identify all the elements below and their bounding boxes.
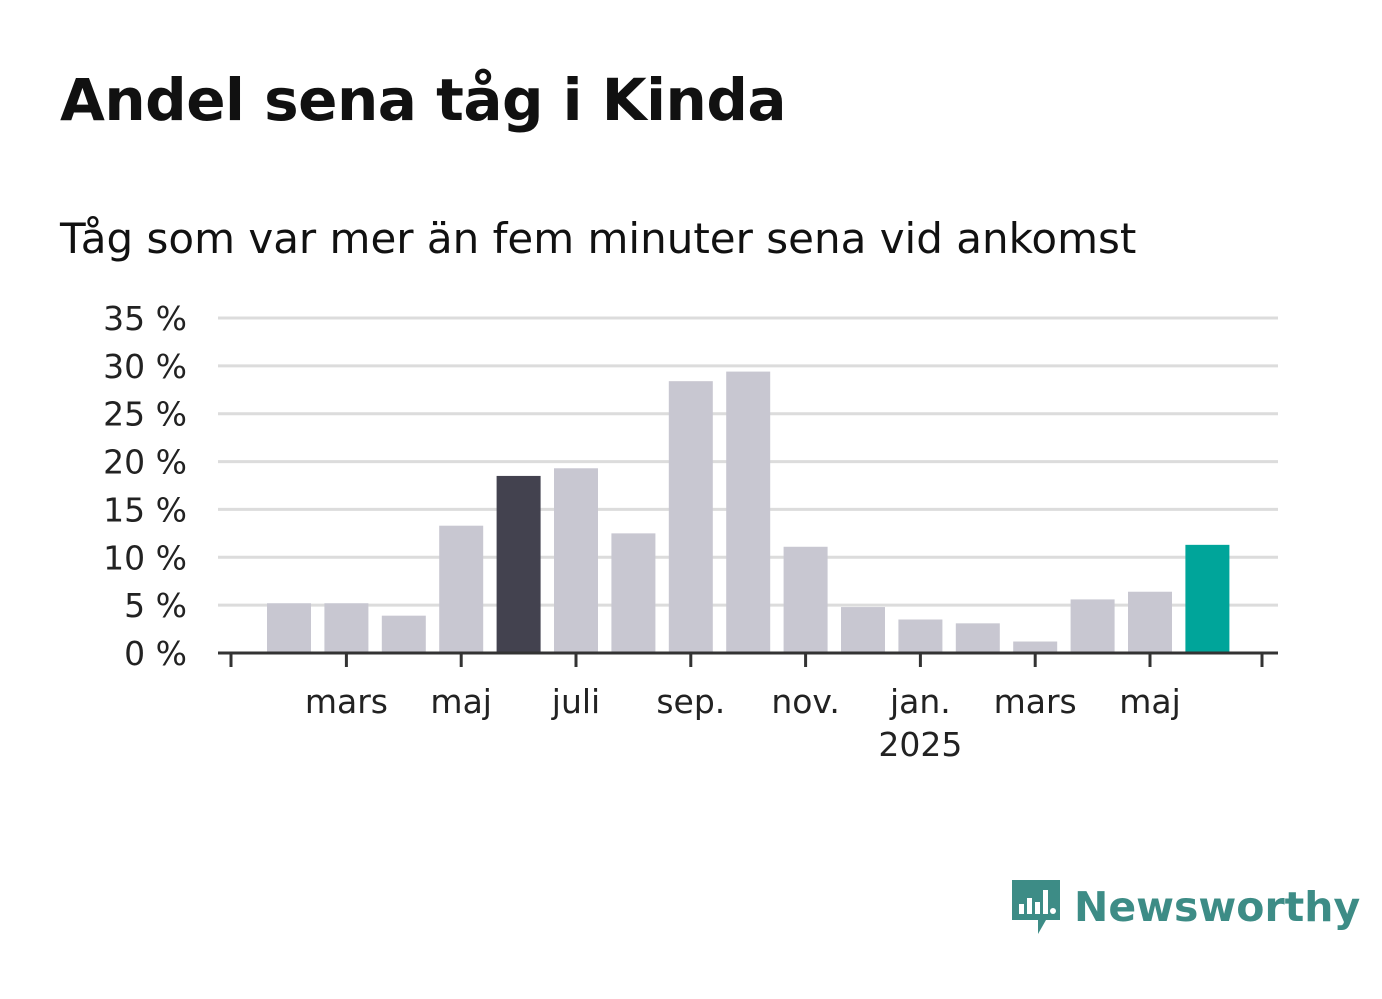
y-axis-ticks: 0 % 5 % 10 % 15 % 20 % 25 % 30 % 35 % bbox=[103, 299, 187, 673]
x-tick-label: mars bbox=[994, 682, 1077, 721]
bar bbox=[668, 381, 713, 653]
bar bbox=[324, 603, 369, 653]
x-axis bbox=[218, 651, 1278, 667]
bar bbox=[439, 525, 484, 653]
bar bbox=[1013, 641, 1058, 653]
newsworthy-logo: Newsworthy bbox=[1010, 876, 1360, 938]
x-tick-label: mars bbox=[305, 682, 388, 721]
x-tick-label: sep. bbox=[656, 682, 725, 721]
bar bbox=[611, 533, 656, 653]
y-tick-label: 35 % bbox=[103, 299, 187, 338]
bar bbox=[955, 623, 1000, 653]
x-tick-label: nov. bbox=[771, 682, 840, 721]
bar bbox=[841, 607, 885, 653]
bar bbox=[554, 468, 598, 653]
y-tick-label: 20 % bbox=[103, 443, 187, 482]
bar bbox=[1070, 599, 1115, 653]
x-tick-label: jan. bbox=[889, 682, 951, 721]
y-tick-label: 10 % bbox=[103, 538, 187, 577]
chart-title: Andel sena tåg i Kinda bbox=[60, 66, 787, 134]
bar bbox=[783, 546, 828, 653]
bar bbox=[267, 603, 311, 653]
bars bbox=[267, 371, 1230, 653]
y-tick-label: 25 % bbox=[103, 395, 187, 434]
bar bbox=[726, 371, 771, 653]
newsworthy-logo-text: Newsworthy bbox=[1074, 883, 1361, 931]
x-axis-ticks: mars maj juli sep. nov. jan. 2025 mars maj bbox=[305, 653, 1181, 764]
y-tick-label: 15 % bbox=[103, 490, 187, 529]
x-tick-label: juli bbox=[551, 682, 600, 721]
x-tick-label: maj bbox=[430, 682, 492, 721]
bar bbox=[1185, 544, 1230, 653]
y-tick-label: 30 % bbox=[103, 347, 187, 386]
y-tick-label: 5 % bbox=[124, 586, 187, 625]
bar bbox=[496, 475, 541, 653]
bar bbox=[898, 619, 943, 653]
x-tick-year-label: 2025 bbox=[878, 725, 962, 764]
x-tick-label: maj bbox=[1119, 682, 1181, 721]
chart-subtitle: Tåg som var mer än fem minuter sena vid … bbox=[60, 214, 1137, 263]
y-tick-label: 0 % bbox=[124, 634, 187, 673]
bar bbox=[381, 615, 426, 653]
newsworthy-logo-icon bbox=[1012, 880, 1060, 934]
bar bbox=[1128, 591, 1172, 653]
